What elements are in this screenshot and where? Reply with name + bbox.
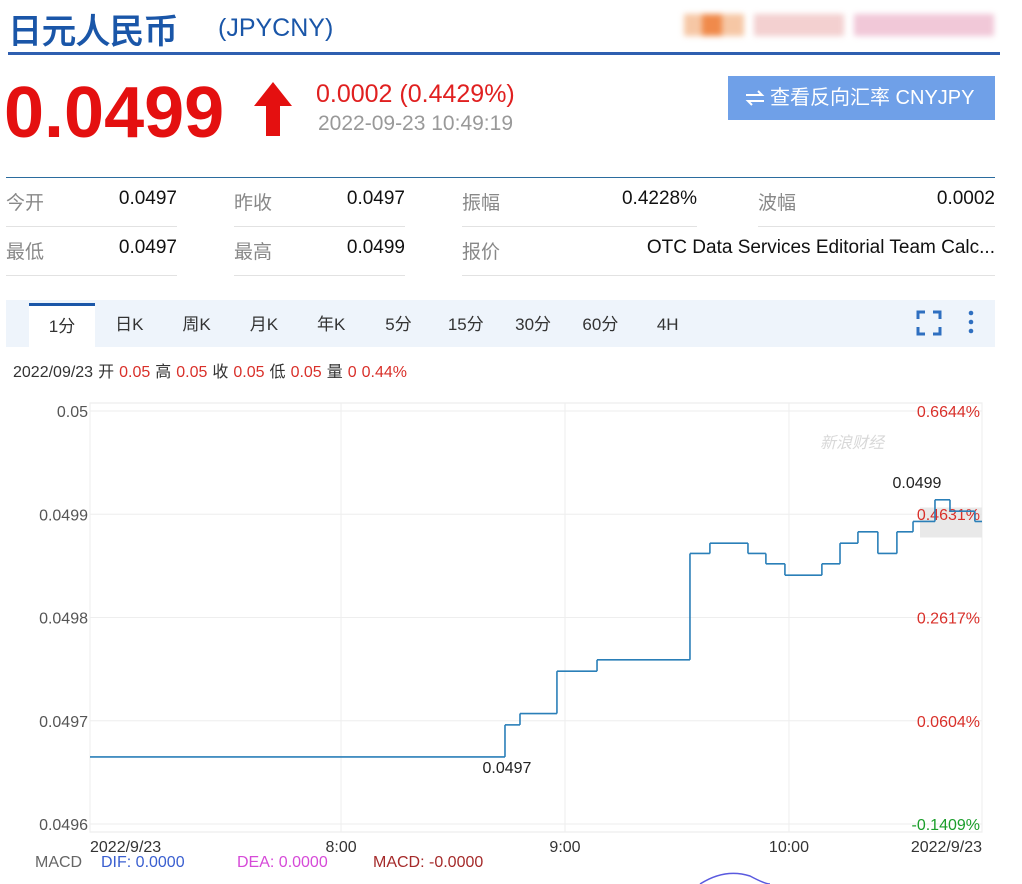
- chart: 新浪财经 0.0496 0.0497 0.0498 0.0499 0.05 2022/9/2…: [35, 402, 983, 884]
- y2-tick-label: 0.0604%: [917, 714, 980, 731]
- stat-value: 0.0002: [936, 188, 995, 209]
- y2-tick-label: 0.6644%: [917, 404, 980, 421]
- cell-divider: [234, 275, 405, 276]
- x-tick-label: 8:00: [325, 839, 356, 856]
- swap-icon: [745, 90, 765, 106]
- menu-dot[interactable]: [968, 319, 974, 325]
- nav-blur: [702, 14, 722, 36]
- cell-divider: [462, 226, 697, 227]
- stat-value: 0.0497: [346, 188, 405, 209]
- y2-tick-label: 0.2617%: [917, 611, 980, 628]
- info-label: 收: [212, 364, 229, 381]
- symbol-code: (JPYCNY): [218, 14, 334, 42]
- stat-value: 0.4228%: [621, 188, 697, 209]
- x-tick-label: 2022/9/23: [911, 839, 982, 856]
- tab[interactable]: 周K: [182, 315, 211, 334]
- reverse-rate-button[interactable]: 查看反向汇率 CNYJPY: [728, 76, 995, 120]
- stat-label: 最低: [6, 242, 45, 263]
- fullscreen-icon[interactable]: [916, 310, 942, 336]
- stat-value: OTC Data Services Editorial Team Calc...: [646, 237, 995, 258]
- page-title: 日元人民币: [8, 13, 178, 51]
- indicator-name: MACD: [35, 854, 82, 871]
- stats-rule: [6, 177, 995, 178]
- x-tick-label: 2022/9/23: [90, 839, 161, 856]
- tab[interactable]: 5分: [385, 315, 412, 334]
- extreme-label: 0.0497: [483, 760, 532, 777]
- indicator-item: DIF: 0.0000: [101, 854, 185, 871]
- quote-time: 2022-09-23 10:49:19: [318, 112, 513, 135]
- indicator-item: DEA: 0.0000: [237, 854, 328, 871]
- menu-dot[interactable]: [968, 328, 974, 334]
- tab-active[interactable]: 1分: [29, 303, 95, 348]
- info-date: 2022/09/23: [13, 364, 94, 381]
- nav-blur: [754, 14, 844, 36]
- info-label: 开: [98, 364, 115, 381]
- ohlc-info: 2022/09/23 开 0.05 高 0.05 收 0.05 低 0.05 量 0 0.44%: [13, 358, 412, 382]
- nav-blur: [854, 14, 994, 36]
- swap-icon-shape: [745, 90, 765, 106]
- cell-divider: [6, 275, 177, 276]
- indicator-item: MACD: -0.0000: [373, 854, 483, 871]
- chart-tools: [916, 310, 974, 336]
- price-change: 0.0002 (0.4429%): [316, 80, 515, 108]
- menu-dot[interactable]: [968, 310, 974, 316]
- last-price-highlight: [920, 507, 982, 538]
- stat-label: 振幅: [462, 193, 501, 214]
- y-tick-label: 0.0499: [39, 507, 88, 524]
- y-tick-label: 0.0497: [39, 714, 88, 731]
- stat-label: 波幅: [758, 193, 797, 214]
- info-label: 高: [155, 364, 172, 381]
- tab[interactable]: 年K: [317, 315, 346, 334]
- info-label: 量: [326, 364, 343, 381]
- tab[interactable]: 30分: [515, 315, 552, 334]
- tab[interactable]: 月K: [249, 315, 279, 334]
- x-tick-label: 9:00: [549, 839, 580, 856]
- extreme-label: 0.0499: [893, 475, 942, 492]
- header-rule: [8, 52, 1000, 55]
- tab[interactable]: 4H: [656, 315, 679, 334]
- period-tabs-bar: [6, 300, 995, 347]
- info-value: 0: [347, 364, 357, 381]
- info-value: 0.05: [290, 364, 322, 381]
- y-tick-label: 0.0496: [39, 817, 88, 834]
- up-arrow: [254, 82, 292, 136]
- info-value: 0.05: [233, 364, 265, 381]
- info-label: 低: [269, 364, 286, 381]
- tab[interactable]: 60分: [582, 315, 619, 334]
- stat-label: 报价: [462, 242, 501, 263]
- up-arrow-shape: [254, 82, 292, 136]
- stat-value: 0.0497: [118, 237, 177, 258]
- info-value: 0.05: [176, 364, 208, 381]
- y-tick-label: 0.05: [57, 404, 88, 421]
- stat-label: 今开: [6, 193, 45, 214]
- watermark: 新浪财经: [820, 434, 886, 452]
- cell-divider: [234, 226, 405, 227]
- reverse-rate-label: 查看反向汇率 CNYJPY: [770, 87, 975, 109]
- blurred-nav: [684, 10, 1000, 40]
- tab[interactable]: 日K: [115, 315, 144, 334]
- tab[interactable]: 15分: [447, 315, 484, 334]
- stat-value: 0.0497: [118, 188, 177, 209]
- stat-label: 最高: [234, 242, 273, 263]
- price: 0.0499: [4, 73, 225, 153]
- info-change: 0.44%: [361, 364, 407, 381]
- info-value: 0.05: [119, 364, 151, 381]
- stat-label: 昨收: [234, 193, 273, 214]
- x-tick-label: 10:00: [769, 839, 809, 856]
- indicator-curve: [699, 872, 771, 884]
- y-tick-label: 0.0498: [39, 611, 88, 628]
- y2-tick-label: -0.1409%: [912, 817, 981, 834]
- stat-value: 0.0499: [346, 237, 405, 258]
- cell-divider: [462, 275, 995, 276]
- cell-divider: [758, 226, 995, 227]
- cell-divider: [6, 226, 177, 227]
